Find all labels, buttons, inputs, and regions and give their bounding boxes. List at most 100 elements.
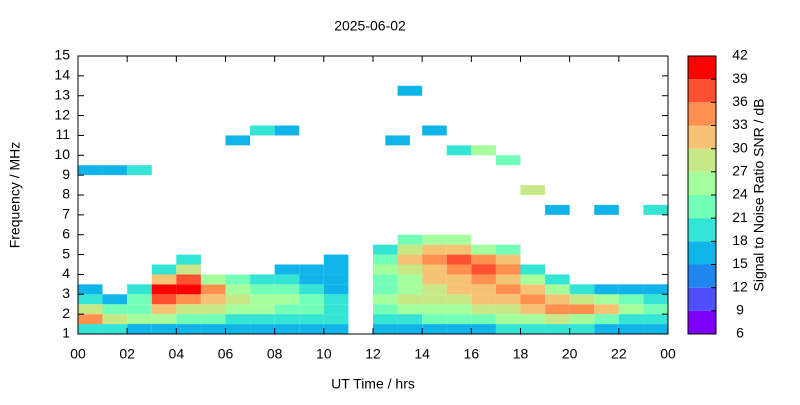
heat-cell [422,264,447,275]
heat-cell [618,314,644,325]
heat-cell [176,264,201,275]
heat-cell [618,294,644,305]
colorbar-band [688,56,716,80]
heat-cell [102,165,128,176]
heat-cell [151,304,177,315]
heat-cell [594,204,619,215]
heat-cell [495,254,521,265]
heat-cell [250,304,275,315]
heat-cell [299,304,324,315]
heat-cell [569,314,595,325]
y-tick-label: 1 [62,325,70,341]
heat-cell [299,294,324,305]
colorbar-band [688,171,716,195]
heat-cell [520,294,546,305]
heat-cell [397,274,423,285]
heat-cell [594,284,619,295]
heat-cell [446,244,472,255]
colorbar-tick-label: 42 [732,47,748,63]
heat-cell [520,314,546,325]
y-tick-label: 14 [54,67,70,83]
heat-cell [373,294,398,305]
heat-cell [151,284,177,295]
heat-cell [200,324,226,334]
colorbar-tick-label: 39 [732,70,748,86]
y-tick-label: 12 [54,106,70,122]
heat-cell [495,324,521,334]
heat-cell [151,274,177,285]
heat-cell [274,314,300,325]
colorbar-band [688,148,716,172]
heat-cell [397,304,423,315]
y-tick-label: 11 [55,126,70,142]
heat-cell [373,274,398,285]
heat-cell [323,304,349,315]
colorbar-tick-label: 36 [732,93,748,109]
heat-cell [176,304,201,315]
heat-cell [569,284,595,295]
heat-cell [250,125,275,136]
y-tick-label: 6 [62,225,70,241]
heat-cell [594,294,619,305]
y-tick-label: 3 [62,285,70,301]
heat-cell [495,304,521,315]
heat-cell [422,324,447,334]
heat-cell [225,135,251,146]
heat-cell [520,284,546,295]
heat-cell [446,234,472,245]
colorbar-band [688,79,716,103]
heat-cell [225,304,251,315]
heat-cell [299,314,324,325]
colorbar-band [688,310,716,334]
x-tick-label: 18 [513,346,529,362]
heat-cell [471,145,496,156]
x-tick-label: 12 [365,346,381,362]
heat-cell [569,294,595,305]
y-tick-label: 13 [54,86,70,102]
heat-cell [495,155,521,166]
heat-cell [127,294,152,305]
heat-cell [422,294,447,305]
heat-cell [373,324,398,334]
y-tick-label: 9 [62,166,70,182]
y-axis-label: Frequency / MHz [7,142,23,249]
x-tick-label: 06 [218,346,234,362]
heat-cell [373,314,398,325]
heat-cell [643,304,668,315]
heat-cell [471,324,496,334]
heat-cell [594,304,619,315]
heat-cell [373,304,398,315]
heat-cell [545,314,570,325]
heat-cell [471,244,496,255]
heat-cell [225,284,251,295]
x-tick-label: 00 [660,346,676,362]
heat-cell [299,284,324,295]
heat-cell [102,324,128,334]
heat-cell [422,234,447,245]
heat-cell [446,294,472,305]
heat-cell [446,324,472,334]
heat-cell [422,254,447,265]
heat-cell [545,324,570,334]
heat-cell [397,294,423,305]
heat-cell [397,264,423,275]
heat-cell [422,284,447,295]
heat-cell [471,304,496,315]
heat-cell [127,314,152,325]
chart-title: 2025-06-02 [334,18,406,34]
heat-cell [446,284,472,295]
colorbar-tick-label: 24 [732,186,748,202]
heat-cell [299,274,324,285]
heat-cell [495,294,521,305]
heat-cell [643,204,668,215]
colorbar-tick-label: 33 [732,116,748,132]
heat-cell [397,314,423,325]
heat-cell [102,304,128,315]
heat-cell [250,274,275,285]
heat-cell [274,294,300,305]
heat-cell [495,244,521,255]
heat-cell [373,244,398,255]
y-tick-label: 5 [62,245,70,261]
x-tick-label: 04 [169,346,185,362]
